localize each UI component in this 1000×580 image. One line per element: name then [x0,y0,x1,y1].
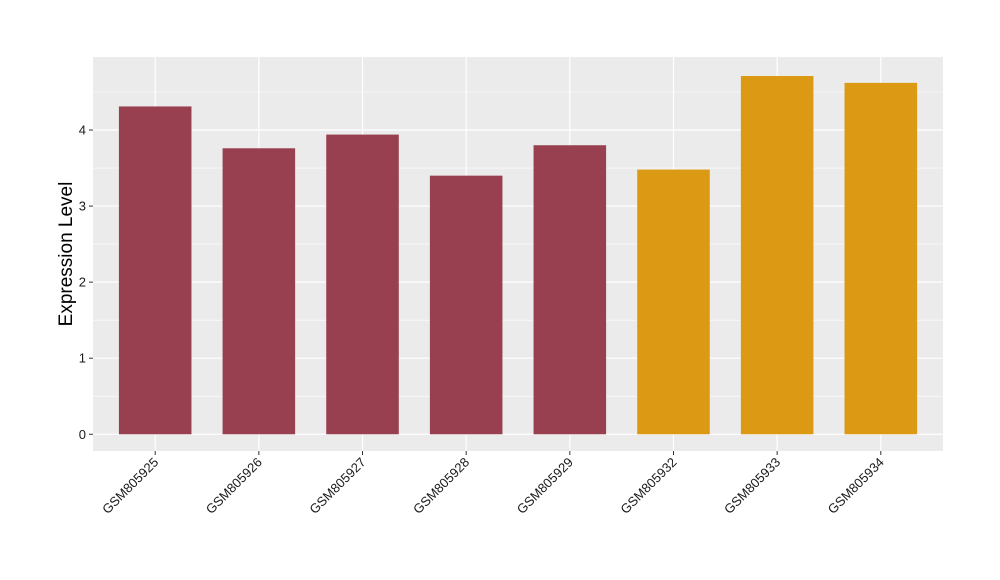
x-tick-label: GSM805932 [617,455,679,517]
y-axis-title: Expression Level [56,182,77,327]
y-tick-label: 4 [79,123,86,138]
x-tick-label: GSM805929 [514,455,576,517]
y-tick-label: 3 [79,199,86,214]
bar-gsm805926 [222,148,296,435]
x-tick-label: GSM805927 [306,455,368,517]
bar-gsm805932 [637,169,710,435]
y-tick-label: 0 [79,427,86,442]
plot-panel [93,57,943,451]
bar-gsm805925 [118,106,192,435]
x-tick-label: GSM805925 [99,455,161,517]
y-tick-label: 2 [79,275,86,290]
x-tick-label: GSM805928 [410,455,472,517]
x-tick-label: GSM805926 [203,455,265,517]
bar-gsm805929 [533,145,607,435]
bar-gsm805934 [844,82,918,435]
x-tick-label: GSM805934 [825,455,887,517]
x-tick-label: GSM805933 [721,455,783,517]
bar-gsm805928 [429,175,503,435]
y-tick-label: 1 [79,351,86,366]
y-axis: 0 1 2 3 4 [79,123,93,442]
bar-gsm805933 [740,76,814,435]
bar-series [118,76,918,435]
bar-gsm805927 [326,134,399,435]
x-axis: GSM805925 GSM805926 GSM805927 GSM805928 GSM8… [99,451,887,517]
